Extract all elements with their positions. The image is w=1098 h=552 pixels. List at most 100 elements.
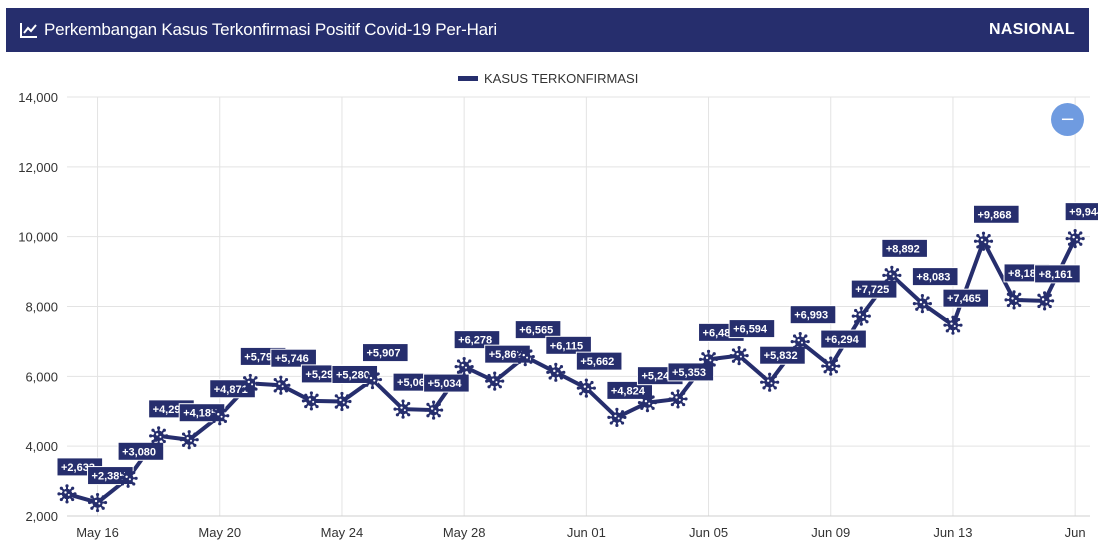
virus-icon <box>520 351 531 362</box>
virus-spike-tip <box>73 492 77 496</box>
collapse-button[interactable]: − <box>1051 103 1084 136</box>
virus-spike-tip <box>615 423 619 427</box>
virus-spike-tip <box>212 419 216 424</box>
virus-dot <box>339 398 342 402</box>
virus-dot <box>919 300 923 304</box>
virus-dot <box>770 382 773 385</box>
virus-spike-tip <box>1065 237 1069 241</box>
virus-dot <box>128 478 131 481</box>
y-tick-label: 4,000 <box>25 439 58 454</box>
virus-spike-tip <box>762 374 766 379</box>
x-tick-label: May 20 <box>198 525 241 540</box>
data-point <box>576 378 596 398</box>
virus-dot <box>736 352 739 356</box>
virus-spike-tip <box>890 281 894 285</box>
virus-spike-tip <box>701 363 705 367</box>
data-label: +4,185 <box>178 403 226 423</box>
virus-spike-tip <box>951 315 955 319</box>
virus-dot <box>739 355 742 358</box>
virus-spike-tip <box>103 500 108 505</box>
virus-spike-tip <box>745 353 749 358</box>
virus-spike-tip <box>362 377 367 382</box>
data-point <box>912 294 933 314</box>
virus-icon <box>122 473 134 484</box>
virus-dot <box>400 406 403 409</box>
virus-spike-tip <box>315 393 319 397</box>
virus-icon <box>458 361 470 372</box>
data-label-box <box>911 267 959 287</box>
virus-spike-tip <box>590 392 594 396</box>
virus-spike-tip <box>884 279 888 283</box>
legend-swatch <box>458 76 478 81</box>
data-label-text: +5,353 <box>672 367 706 379</box>
virus-spike-tip <box>223 419 228 424</box>
virus-spike-tip <box>559 365 564 369</box>
data-label-text: +4,871 <box>214 384 248 396</box>
virus-spike-tip <box>768 372 772 376</box>
virus-spike-tip <box>498 385 502 389</box>
virus-spike-tip <box>256 381 260 386</box>
data-label-text: +2,385 <box>92 471 126 483</box>
data-label-box <box>820 329 867 349</box>
virus-dot <box>892 275 895 278</box>
virus-spike-tip <box>640 406 644 410</box>
data-label-text: +5,662 <box>580 356 614 368</box>
virus-spike-tip <box>378 377 383 382</box>
virus-spike-tip <box>859 322 863 326</box>
virus-dot <box>1045 300 1048 303</box>
virus-spike-tip <box>432 416 436 420</box>
virus-spike-tip <box>676 389 680 393</box>
virus-spike-tip <box>559 376 564 380</box>
data-point <box>515 347 535 367</box>
region-label[interactable]: NASIONAL <box>989 21 1075 38</box>
virus-spike-tip <box>409 407 413 411</box>
data-point <box>87 492 108 513</box>
data-label-box <box>270 348 317 368</box>
data-label: +6,993 <box>789 305 837 325</box>
virus-dot <box>526 356 529 359</box>
data-label-text: +5,862 <box>489 349 523 361</box>
virus-spike-tip <box>854 308 858 313</box>
virus-spike-tip <box>579 392 583 396</box>
virus-spike-tip <box>226 414 230 418</box>
virus-spike-tip <box>1037 293 1041 297</box>
virus-spike-tip <box>468 359 472 363</box>
virus-spike-tip <box>768 388 772 392</box>
virus-spike-tip <box>59 497 63 502</box>
x-tick-label: May 24 <box>321 525 364 540</box>
legend[interactable]: KASUS TERKONFIRMASI <box>458 71 638 86</box>
virus-spike-tip <box>517 349 522 353</box>
data-point <box>118 468 138 488</box>
virus-spike-tip <box>554 362 558 366</box>
data-point <box>332 391 352 412</box>
virus-spike-tip <box>1079 231 1083 235</box>
virus-spike-tip <box>181 443 186 447</box>
virus-spike-tip <box>151 428 155 432</box>
data-label-box <box>759 345 806 365</box>
x-tick-label: Jun 13 <box>933 525 972 540</box>
virus-dot <box>1075 238 1078 241</box>
virus-spike-tip <box>218 422 222 426</box>
legend-label: KASUS TERKONFIRMASI <box>484 71 638 86</box>
data-point <box>851 306 871 326</box>
data-label-text: +5,034 <box>428 378 463 390</box>
virus-dot <box>828 363 831 366</box>
virus-dot <box>553 369 556 373</box>
virus-dot <box>434 410 437 413</box>
virus-spike-tip <box>279 375 283 379</box>
data-label: +8,892 <box>881 238 928 258</box>
virus-spike-tip <box>920 294 925 298</box>
data-label: +7,725 <box>850 279 898 299</box>
virus-spike-tip <box>973 239 978 243</box>
virus-spike-tip <box>945 329 949 333</box>
virus-icon <box>367 374 378 385</box>
virus-spike-tip <box>529 349 533 353</box>
virus-spike-tip <box>254 376 258 380</box>
virus-spike-tip <box>1067 231 1072 235</box>
virus-dot <box>492 378 495 381</box>
virus-spike-tip <box>548 376 552 380</box>
virus-spike-tip <box>1043 291 1047 295</box>
virus-spike-tip <box>981 247 986 251</box>
y-tick-label: 2,000 <box>25 509 58 524</box>
data-label: +9,944 <box>1064 202 1098 222</box>
